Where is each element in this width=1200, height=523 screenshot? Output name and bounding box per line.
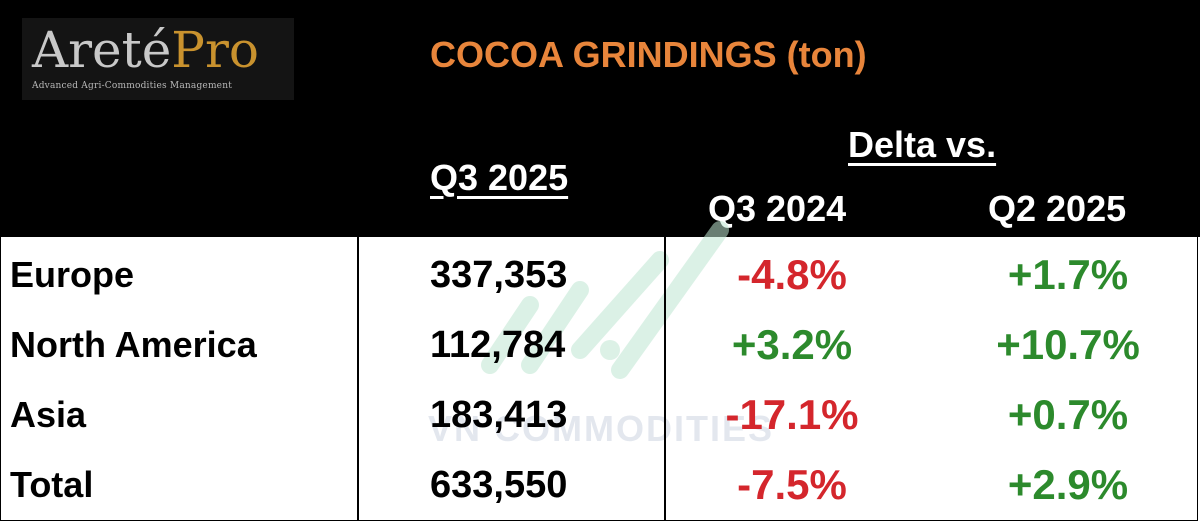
grindings-value: 633,550 xyxy=(430,464,568,506)
column-divider xyxy=(357,237,359,520)
grindings-value: 112,784 xyxy=(430,324,566,366)
region-label: Total xyxy=(10,464,94,505)
delta-q2-2025: +2.9% xyxy=(1007,461,1129,508)
watermark-arrow-icon xyxy=(481,221,729,379)
logo-wordmark: AretéPro xyxy=(32,22,259,78)
region-label: Europe xyxy=(10,254,135,295)
grindings-value: 183,413 xyxy=(430,394,568,436)
region-label: North America xyxy=(10,324,257,365)
col-header-q3-2025: Q3 2025 xyxy=(430,157,569,198)
region-label: Asia xyxy=(10,394,87,435)
col-header-delta-q3-2024: Q3 2024 xyxy=(708,188,847,229)
logo-name-part1: Areté xyxy=(32,21,172,79)
table-row: North America 112,784 +3.2% +10.7% xyxy=(0,310,1200,380)
delta-q3-2024: +3.2% xyxy=(731,321,853,368)
table-row: Asia 183,413 -17.1% +0.7% xyxy=(0,380,1200,450)
logo-tagline: Advanced Agri-Commodities Management xyxy=(32,81,233,91)
aretepro-logo: AretéPro Advanced Agri-Commodities Manag… xyxy=(22,18,294,100)
delta-q2-2025: +10.7% xyxy=(996,321,1140,368)
grindings-value: 337,353 xyxy=(430,254,568,296)
delta-q3-2024: -7.5% xyxy=(737,461,847,508)
table-header: AretéPro Advanced Agri-Commodities Manag… xyxy=(0,0,1200,237)
logo-name-part2: Pro xyxy=(171,21,259,79)
watermark-text: VN COMMODITIES xyxy=(428,408,775,449)
col-header-delta: Delta vs. xyxy=(848,124,997,165)
col-header-delta-q2-2025: Q2 2025 xyxy=(988,188,1127,229)
table-row-total: Total 633,550 -7.5% +2.9% xyxy=(0,450,1200,520)
delta-q3-2024: -17.1% xyxy=(725,391,859,438)
delta-q2-2025: +1.7% xyxy=(1007,251,1129,298)
delta-q3-2024: -4.8% xyxy=(737,251,847,298)
table-row: Europe 337,353 -4.8% +1.7% xyxy=(0,240,1200,310)
delta-q2-2025: +0.7% xyxy=(1007,391,1129,438)
table-title: COCOA GRINDINGS (ton) xyxy=(430,34,867,75)
column-divider xyxy=(664,237,666,520)
